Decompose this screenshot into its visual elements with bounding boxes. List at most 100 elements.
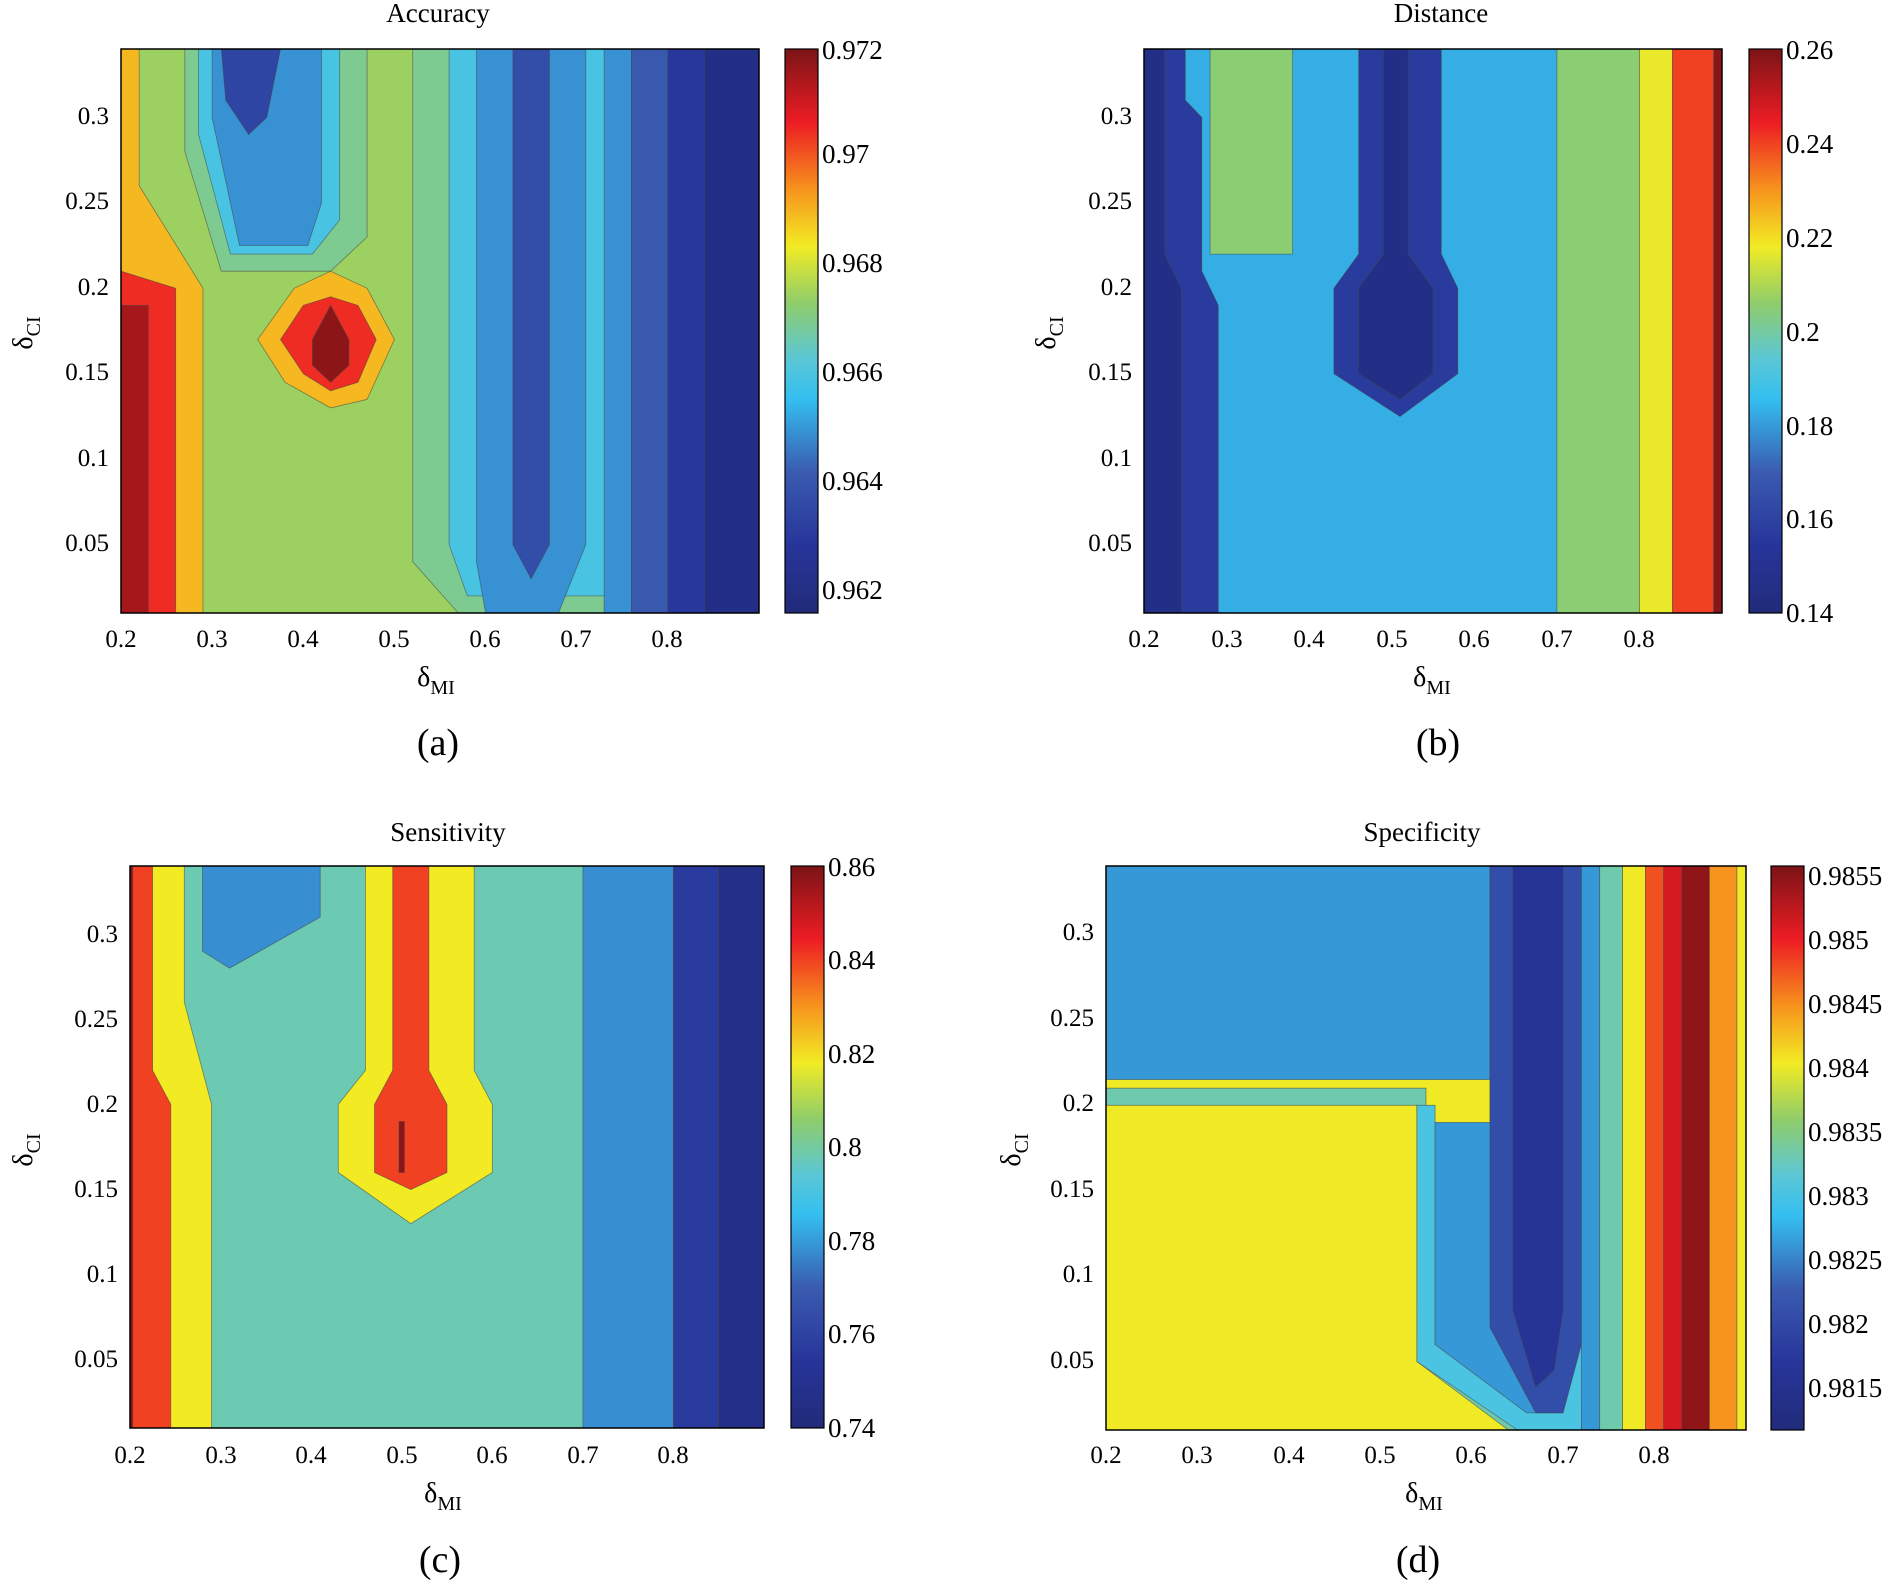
panel-c-y-axis-label: δCI xyxy=(8,1133,45,1166)
panel-d-contour-region-9 xyxy=(1622,865,1646,1431)
panel-a-plot-area: 0.2 0.3 0.4 0.5 0.6 0.7 0.8 0.05 0.1 0.1… xyxy=(65,48,760,653)
panel-b-y-tick-3: 0.2 xyxy=(1101,274,1132,301)
panel-a-y-ticks: 0.05 0.1 0.15 0.2 0.25 0.3 xyxy=(65,103,109,557)
panel-a-contour-regions xyxy=(120,48,760,614)
panel-b-x-tick-1: 0.3 xyxy=(1211,626,1242,653)
panel-c-contour-region-7 xyxy=(398,1121,405,1173)
panel-a-title: Accuracy xyxy=(386,0,490,28)
panel-d-contour-regions xyxy=(1105,865,1747,1431)
panel-b-colorbar-tick-2: 0.18 xyxy=(1786,411,1833,441)
panel-c-label: (c) xyxy=(419,1539,461,1581)
panel-c: Sensitivity 0.2 0.3 0.4 0.5 0.6 0.7 0.8 … xyxy=(8,817,876,1581)
panel-b-contour-region-9 xyxy=(1713,48,1723,614)
panel-b-title: Distance xyxy=(1394,0,1488,28)
panel-c-plot-frame xyxy=(129,865,765,1429)
panel-a-label: (a) xyxy=(417,722,459,764)
panel-a-y-tick-0: 0.05 xyxy=(65,530,109,557)
panel-b-colorbar-tick-3: 0.2 xyxy=(1786,317,1820,347)
panel-b-colorbar: 0.14 0.16 0.18 0.2 0.22 0.24 0.26 xyxy=(1748,35,1834,628)
panel-d-x-ticks: 0.2 0.3 0.4 0.5 0.6 0.7 0.8 xyxy=(1090,1442,1669,1469)
panel-c-contour-region-10 xyxy=(718,865,765,1429)
panel-d-colorbar-tick-0: 0.9815 xyxy=(1808,1373,1882,1403)
panel-a-x-tick-5: 0.7 xyxy=(560,626,591,653)
panel-b-contour-region-3 xyxy=(1209,48,1293,255)
panel-a-contour-region-17 xyxy=(667,48,705,614)
panel-c-x-axis-label: δMI xyxy=(424,1478,462,1515)
panel-a-colorbar-tick-0: 0.962 xyxy=(822,575,883,605)
panel-a-contour-region-15 xyxy=(603,48,632,614)
panel-d-y-tick-4: 0.25 xyxy=(1050,1005,1094,1032)
panel-c-x-ticks: 0.2 0.3 0.4 0.5 0.6 0.7 0.8 xyxy=(114,1442,688,1469)
panel-d-contour-region-7 xyxy=(1581,865,1601,1431)
panel-a-y-tick-3: 0.2 xyxy=(78,274,109,301)
panel-d-plot-area: 0.2 0.3 0.4 0.5 0.6 0.7 0.8 0.05 0.1 0.1… xyxy=(1050,865,1747,1469)
panel-a-colorbar-tick-1: 0.964 xyxy=(822,466,883,496)
panel-c-y-tick-5: 0.3 xyxy=(87,921,118,948)
panel-d-y-tick-5: 0.3 xyxy=(1063,919,1094,946)
panel-c-plot-area: 0.2 0.3 0.4 0.5 0.6 0.7 0.8 0.05 0.1 0.1… xyxy=(74,865,765,1469)
panel-b-contour-regions xyxy=(1143,48,1723,614)
panel-d-x-tick-0: 0.2 xyxy=(1090,1442,1121,1469)
panel-a: Accuracy 0.2 0.3 0.4 0.5 0.6 0.7 0.8 0.0… xyxy=(8,0,883,764)
panel-a-colorbar: 0.962 0.964 0.966 0.968 0.97 0.972 xyxy=(784,35,883,614)
panel-b-x-tick-5: 0.7 xyxy=(1541,626,1572,653)
panel-b-colorbar-tick-0: 0.14 xyxy=(1786,598,1834,628)
panel-a-x-axis-label: δMI xyxy=(417,662,455,699)
panel-d-x-tick-5: 0.7 xyxy=(1547,1442,1578,1469)
panel-a-y-tick-1: 0.1 xyxy=(78,445,109,472)
panel-d-contour-region-14 xyxy=(1736,865,1747,1431)
panel-b-x-tick-2: 0.4 xyxy=(1293,626,1325,653)
panel-b-colorbar-tick-4: 0.22 xyxy=(1786,223,1833,253)
panel-d-contour-region-13 xyxy=(1709,865,1738,1431)
panel-d-colorbar-tick-3: 0.983 xyxy=(1808,1181,1869,1211)
panel-d-colorbar-tick-2: 0.9825 xyxy=(1808,1245,1882,1275)
panel-b-y-tick-5: 0.3 xyxy=(1101,103,1132,130)
panel-a-y-tick-5: 0.3 xyxy=(78,103,109,130)
panel-b-plot-frame xyxy=(1143,48,1723,614)
panel-d-y-tick-1: 0.1 xyxy=(1063,1261,1094,1288)
panel-d-x-tick-4: 0.6 xyxy=(1455,1442,1486,1469)
panel-b-contour-region-8 xyxy=(1672,48,1715,614)
panel-d-title: Specificity xyxy=(1364,817,1481,847)
panel-d-x-tick-3: 0.5 xyxy=(1364,1442,1395,1469)
panel-d: Specificity 0.2 0.3 0.4 0.5 0.6 0.7 0.8 … xyxy=(996,817,1882,1581)
panel-a-x-ticks: 0.2 0.3 0.4 0.5 0.6 0.7 0.8 xyxy=(105,626,682,653)
panel-d-x-tick-1: 0.3 xyxy=(1181,1442,1212,1469)
panel-c-x-tick-6: 0.8 xyxy=(657,1442,688,1469)
panel-c-colorbar-bar xyxy=(790,865,825,1429)
panel-a-y-axis-label: δCI xyxy=(8,316,45,349)
panel-c-x-tick-4: 0.6 xyxy=(476,1442,507,1469)
panel-d-x-tick-2: 0.4 xyxy=(1273,1442,1305,1469)
panel-a-contour-region-6 xyxy=(311,304,350,383)
panel-c-y-ticks: 0.05 0.1 0.15 0.2 0.25 0.3 xyxy=(74,921,118,1373)
panel-d-x-axis-label: δMI xyxy=(1405,1478,1443,1515)
panel-d-colorbar-tick-4: 0.9835 xyxy=(1808,1117,1882,1147)
panel-c-y-tick-1: 0.1 xyxy=(87,1261,118,1288)
panel-c-x-tick-5: 0.7 xyxy=(567,1442,598,1469)
panel-b-contour-region-5 xyxy=(1358,48,1434,400)
panel-d-y-ticks: 0.05 0.1 0.15 0.2 0.25 0.3 xyxy=(1050,919,1094,1374)
panel-c-x-tick-0: 0.2 xyxy=(114,1442,145,1469)
panel-a-y-tick-4: 0.25 xyxy=(65,188,109,215)
panel-b-colorbar-tick-6: 0.26 xyxy=(1786,35,1833,65)
panel-a-contour-region-14 xyxy=(512,48,550,580)
panel-d-x-tick-6: 0.8 xyxy=(1638,1442,1669,1469)
panel-b-x-tick-0: 0.2 xyxy=(1128,626,1159,653)
panel-a-colorbar-tick-4: 0.97 xyxy=(822,139,869,169)
panel-a-colorbar-tick-5: 0.972 xyxy=(822,35,883,65)
panel-b-x-tick-4: 0.6 xyxy=(1458,626,1489,653)
panel-d-colorbar-tick-1: 0.982 xyxy=(1808,1309,1869,1339)
panel-d-contour-region-8 xyxy=(1599,865,1623,1431)
panel-c-title: Sensitivity xyxy=(390,817,506,847)
panel-a-x-tick-2: 0.4 xyxy=(287,626,319,653)
panel-d-contour-region-6 xyxy=(1512,865,1564,1389)
panel-c-y-tick-3: 0.2 xyxy=(87,1091,118,1118)
panel-c-colorbar-tick-1: 0.76 xyxy=(828,1319,875,1349)
panel-d-contour-region-10 xyxy=(1645,865,1665,1431)
panel-c-contour-region-8 xyxy=(582,865,674,1429)
panel-d-colorbar: 0.9815 0.982 0.9825 0.983 0.9835 0.984 0… xyxy=(1770,861,1882,1431)
panel-b-y-tick-0: 0.05 xyxy=(1088,530,1132,557)
panel-c-contour-regions xyxy=(129,865,765,1429)
panel-c-contour-region-6 xyxy=(374,865,448,1191)
